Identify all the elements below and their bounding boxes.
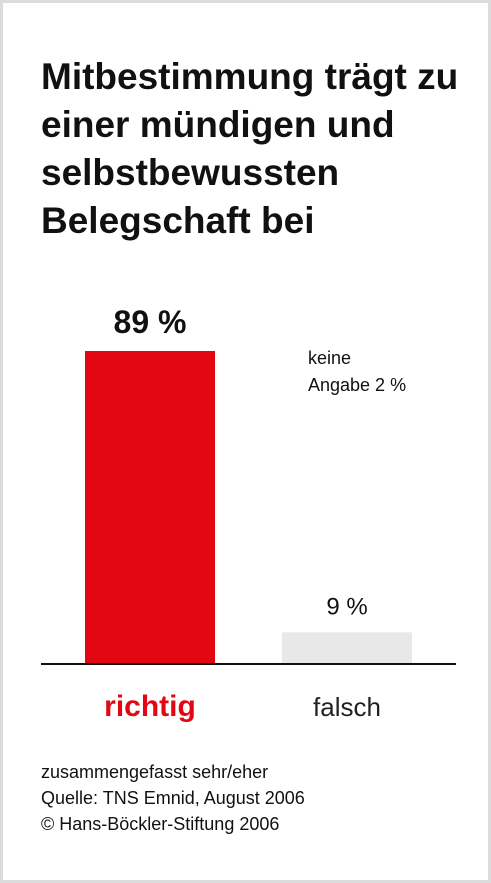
value-label-falsch: 9 % [326, 593, 367, 620]
footer-copyright: © Hans-Böckler-Stiftung 2006 [41, 814, 280, 834]
annotation-line: keine [308, 348, 351, 368]
bar-richtig [85, 351, 215, 664]
annotation-line: Angabe 2 % [308, 375, 406, 395]
footer-source: Quelle: TNS Emnid, August 2006 [41, 788, 305, 808]
category-label-falsch: falsch [313, 692, 381, 722]
chart-title: Mitbestimmung trägt zu einer mündigen un… [41, 56, 459, 241]
bar-chart: 89 % richtig 9 % falsch keine Angabe 2 % [41, 304, 456, 723]
footer-note: zusammengefasst sehr/eher [41, 762, 269, 782]
category-label-richtig: richtig [104, 690, 196, 723]
bar-falsch [282, 632, 412, 664]
value-label-richtig: 89 % [114, 304, 187, 340]
chart-footer: zusammengefasst sehr/eher Quelle: TNS Em… [41, 759, 305, 837]
